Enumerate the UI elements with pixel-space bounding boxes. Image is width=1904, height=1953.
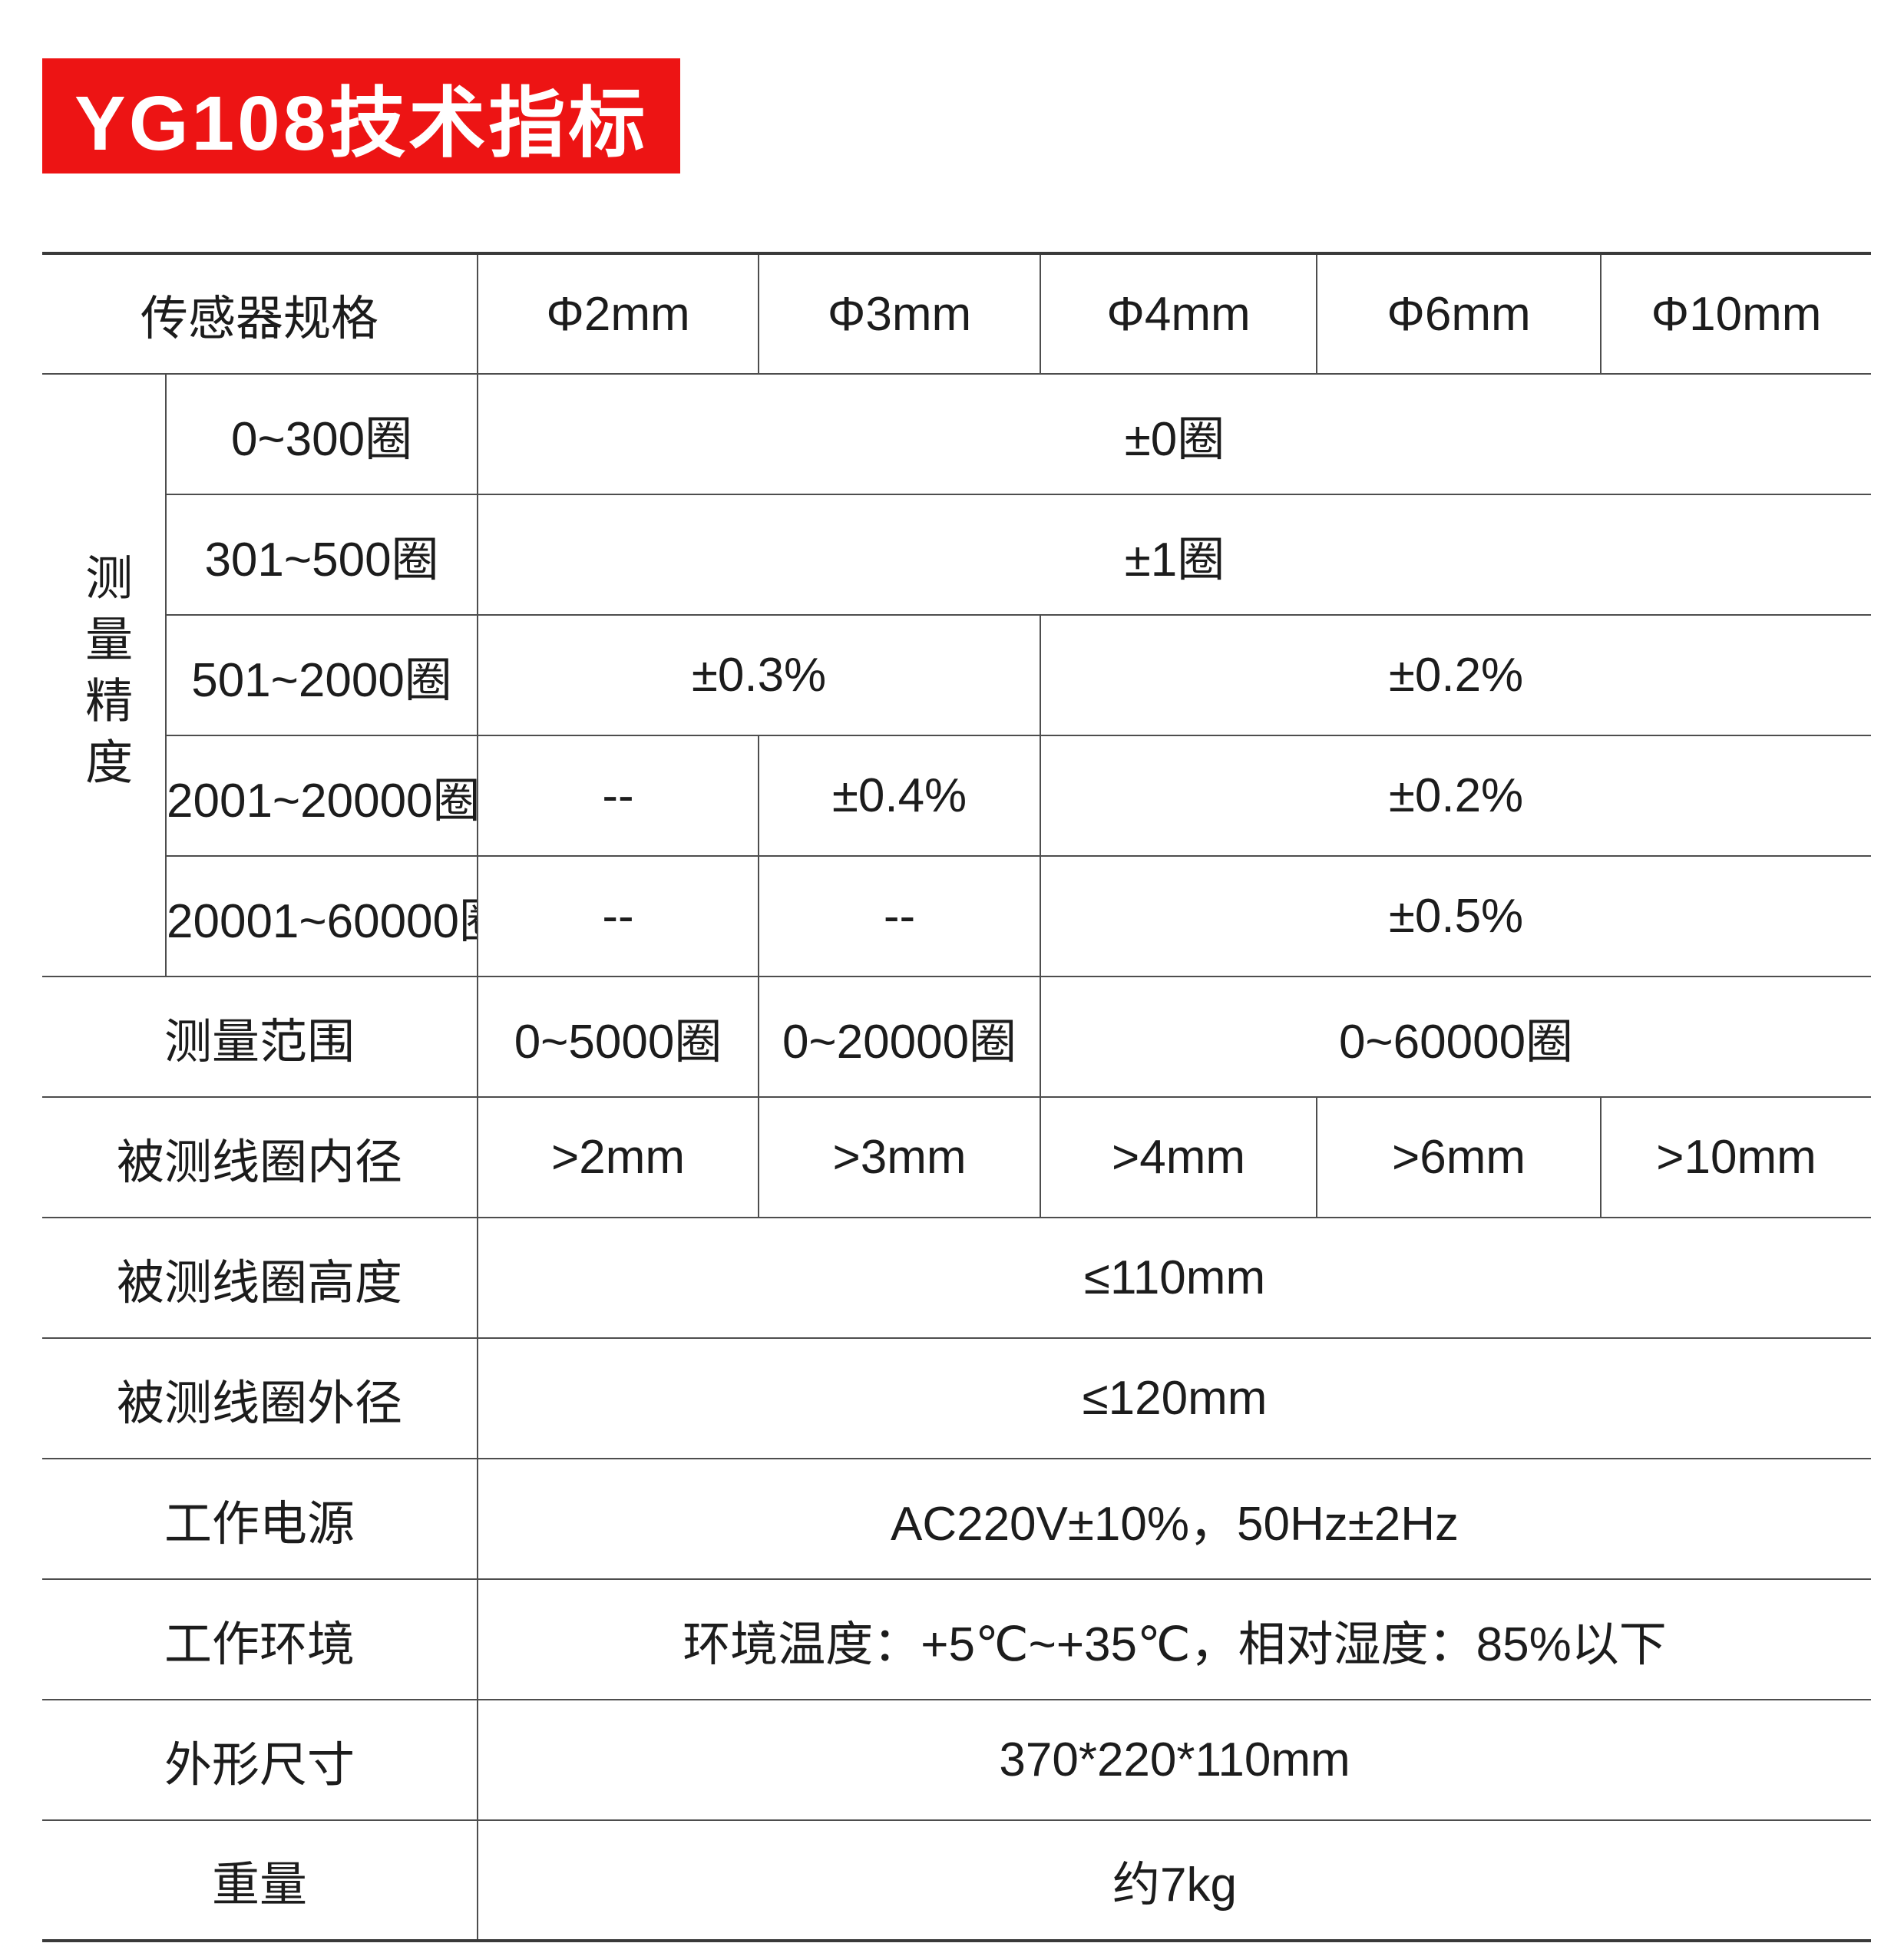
- row-label: 被测线圈外径: [42, 1337, 479, 1459]
- precision-value: ±0.2%: [1040, 735, 1872, 857]
- precision-value: --: [477, 735, 760, 857]
- row-value: 0~60000圈: [1040, 976, 1872, 1098]
- title-badge: YG108技术指标: [42, 58, 681, 173]
- spec-table: 传感器规格 Φ2mm Φ3mm Φ4mm Φ6mm Φ10mm 测量精度 0~3…: [42, 252, 1872, 1942]
- table-header-row: 传感器规格 Φ2mm Φ3mm Φ4mm Φ6mm Φ10mm: [42, 253, 1872, 375]
- header-sensor-spec-label: 传感器规格: [42, 253, 479, 375]
- header-col-phi4: Φ4mm: [1040, 253, 1318, 375]
- precision-range: 0~300圈: [164, 373, 479, 495]
- header-col-phi3: Φ3mm: [758, 253, 1042, 375]
- precision-value: ±0圈: [477, 373, 1872, 495]
- row-value: >10mm: [1600, 1096, 1872, 1218]
- header-col-phi2: Φ2mm: [477, 253, 760, 375]
- row-value: >3mm: [758, 1096, 1042, 1218]
- precision-value: ±1圈: [477, 494, 1872, 616]
- precision-value: --: [477, 855, 760, 977]
- row-value: 0~5000圈: [477, 976, 760, 1098]
- row-value: ≤120mm: [477, 1337, 1872, 1459]
- precision-group-cell: 测量精度: [42, 373, 167, 977]
- row-coil-height: 被测线圈高度 ≤110mm: [42, 1217, 1872, 1339]
- row-label: 外形尺寸: [42, 1699, 479, 1821]
- row-label: 被测线圈高度: [42, 1217, 479, 1339]
- precision-value: ±0.4%: [758, 735, 1042, 857]
- row-coil-outer-diameter: 被测线圈外径 ≤120mm: [42, 1337, 1872, 1459]
- row-value: >4mm: [1040, 1096, 1318, 1218]
- header-col-phi10: Φ10mm: [1600, 253, 1872, 375]
- row-working-environment: 工作环境 环境温度：+5℃~+35℃，相对湿度：85%以下: [42, 1578, 1872, 1700]
- row-weight: 重量 约7kg: [42, 1819, 1872, 1941]
- row-value: 环境温度：+5℃~+35℃，相对湿度：85%以下: [477, 1578, 1872, 1700]
- row-label: 工作电源: [42, 1458, 479, 1580]
- precision-value: ±0.5%: [1040, 855, 1872, 977]
- row-coil-inner-diameter: 被测线圈内径 >2mm >3mm >4mm >6mm >10mm: [42, 1096, 1872, 1218]
- precision-value: --: [758, 855, 1042, 977]
- precision-range: 2001~20000圈: [166, 735, 479, 857]
- precision-range: 301~500圈: [166, 494, 479, 616]
- row-value: >6mm: [1316, 1096, 1602, 1218]
- precision-row-501-2000: 501~2000圈 ±0.3% ±0.2%: [42, 614, 1872, 736]
- precision-group-label: 测量精度: [78, 552, 131, 798]
- row-value: ≤110mm: [477, 1217, 1872, 1339]
- row-power-supply: 工作电源 AC220V±10%，50Hz±2Hz: [42, 1458, 1872, 1580]
- row-label: 工作环境: [42, 1578, 479, 1700]
- header-col-phi6: Φ6mm: [1316, 253, 1602, 375]
- row-value: 约7kg: [477, 1819, 1872, 1941]
- row-value: 370*220*110mm: [477, 1699, 1872, 1821]
- page-title: YG108技术指标: [74, 80, 649, 167]
- row-value: AC220V±10%，50Hz±2Hz: [477, 1458, 1872, 1580]
- row-label: 测量范围: [42, 976, 479, 1098]
- row-value: 0~20000圈: [758, 976, 1042, 1098]
- precision-range: 20001~60000圈: [166, 855, 479, 977]
- precision-range: 501~2000圈: [166, 614, 479, 736]
- row-value: >2mm: [477, 1096, 760, 1218]
- row-dimensions: 外形尺寸 370*220*110mm: [42, 1699, 1872, 1821]
- row-label: 重量: [42, 1819, 479, 1941]
- row-label: 被测线圈内径: [42, 1096, 479, 1218]
- precision-row-20001-60000: 20001~60000圈 -- -- ±0.5%: [42, 855, 1872, 977]
- precision-value: ±0.3%: [477, 614, 1042, 736]
- precision-row-2001-20000: 2001~20000圈 -- ±0.4% ±0.2%: [42, 735, 1872, 857]
- precision-value: ±0.2%: [1040, 614, 1872, 736]
- precision-row-0-300: 测量精度 0~300圈 ±0圈: [42, 373, 1872, 977]
- precision-row-301-500: 301~500圈 ±1圈: [42, 494, 1872, 616]
- row-measure-range: 测量范围 0~5000圈 0~20000圈 0~60000圈: [42, 976, 1872, 1098]
